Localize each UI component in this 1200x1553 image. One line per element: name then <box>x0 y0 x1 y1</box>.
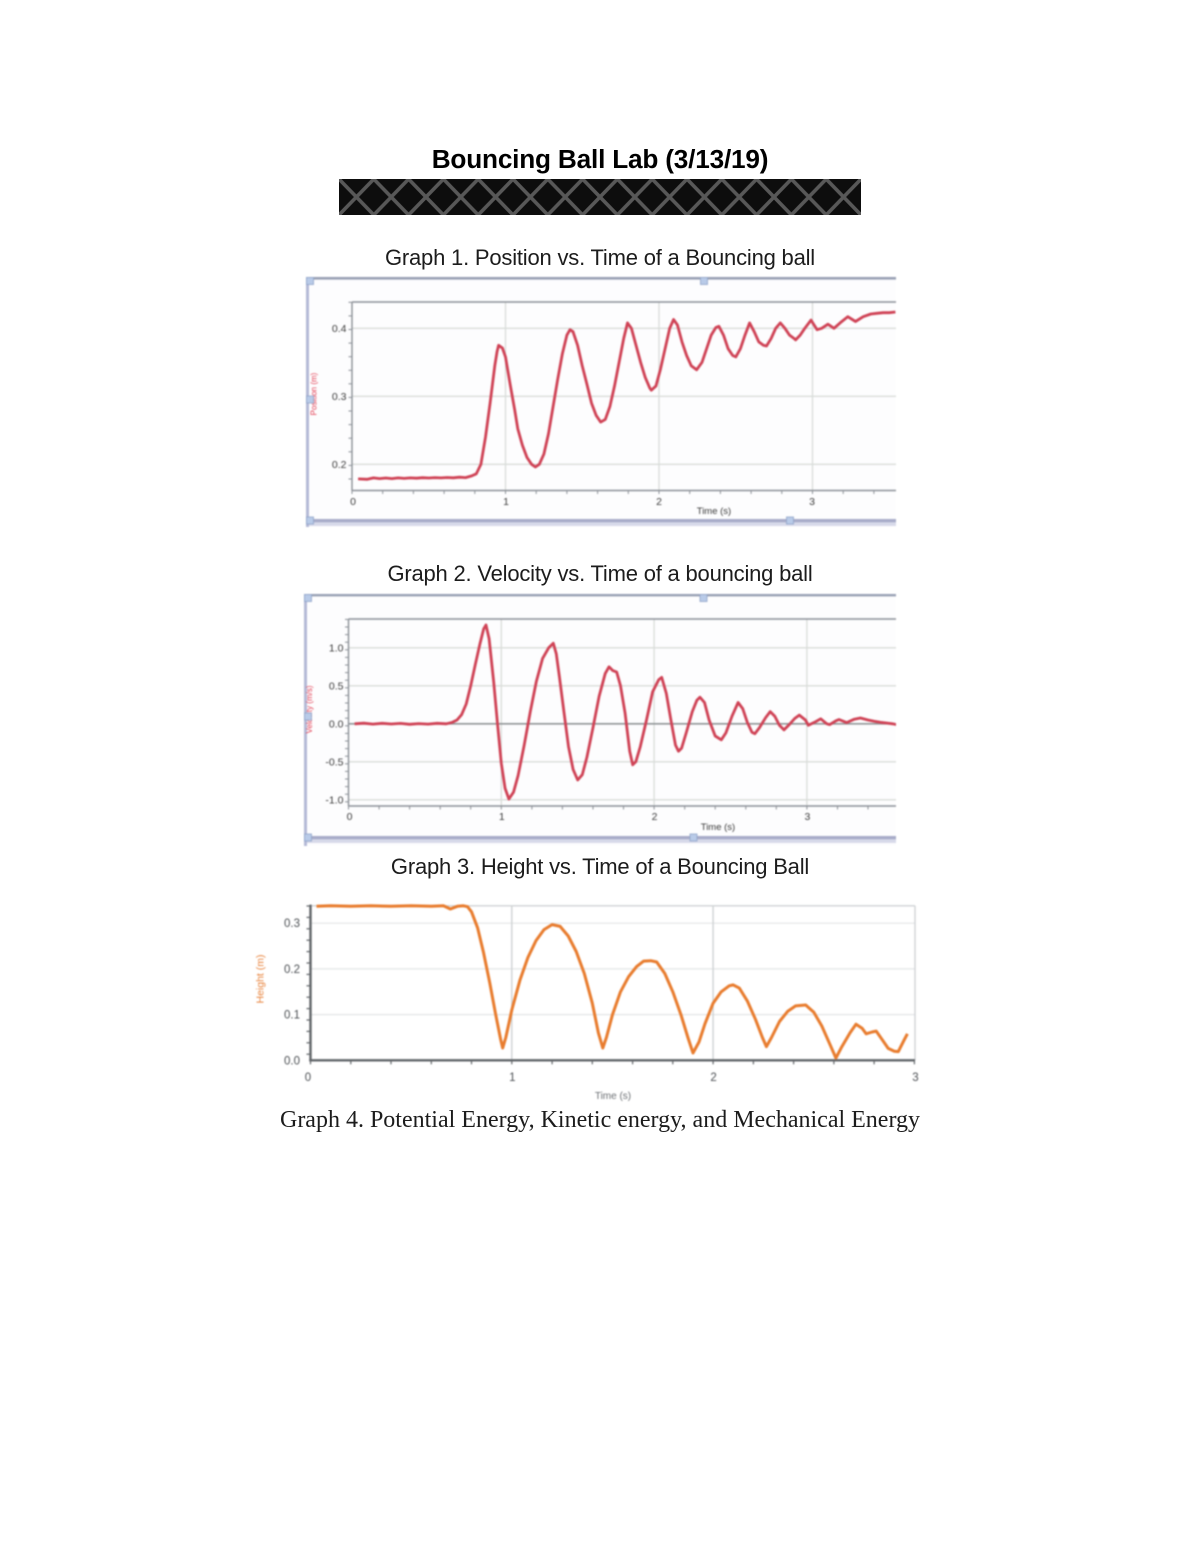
svg-text:0.3: 0.3 <box>332 391 347 403</box>
svg-text:1: 1 <box>509 1072 515 1084</box>
svg-text:3: 3 <box>804 811 810 823</box>
svg-text:0: 0 <box>350 496 356 508</box>
svg-text:0.2: 0.2 <box>332 459 347 471</box>
svg-text:0: 0 <box>305 1072 311 1084</box>
svg-text:-1.0: -1.0 <box>325 794 343 806</box>
svg-text:0.0: 0.0 <box>329 718 344 730</box>
svg-text:0.2: 0.2 <box>284 964 300 976</box>
svg-text:1: 1 <box>499 811 505 823</box>
svg-text:2: 2 <box>710 1072 716 1084</box>
svg-text:Position (m): Position (m) <box>310 372 319 415</box>
svg-text:Height (m): Height (m) <box>255 954 267 1003</box>
svg-text:Time (s): Time (s) <box>595 1091 631 1102</box>
svg-text:3: 3 <box>809 496 815 508</box>
svg-text:2: 2 <box>652 811 658 823</box>
svg-text:0: 0 <box>347 811 353 823</box>
svg-text:0.3: 0.3 <box>284 918 300 930</box>
svg-text:-0.5: -0.5 <box>325 756 343 768</box>
svg-text:0.4: 0.4 <box>332 323 347 335</box>
svg-text:Velocity (m/s): Velocity (m/s) <box>305 685 314 733</box>
svg-text:0.5: 0.5 <box>329 680 344 692</box>
svg-text:1.0: 1.0 <box>329 642 344 654</box>
svg-text:Time (s): Time (s) <box>701 822 735 833</box>
svg-text:3: 3 <box>912 1072 918 1084</box>
svg-text:2: 2 <box>656 496 662 508</box>
svg-text:Time (s): Time (s) <box>697 506 731 517</box>
svg-text:0.1: 0.1 <box>284 1010 300 1022</box>
svg-text:1: 1 <box>503 496 509 508</box>
svg-text:0.0: 0.0 <box>284 1055 300 1067</box>
